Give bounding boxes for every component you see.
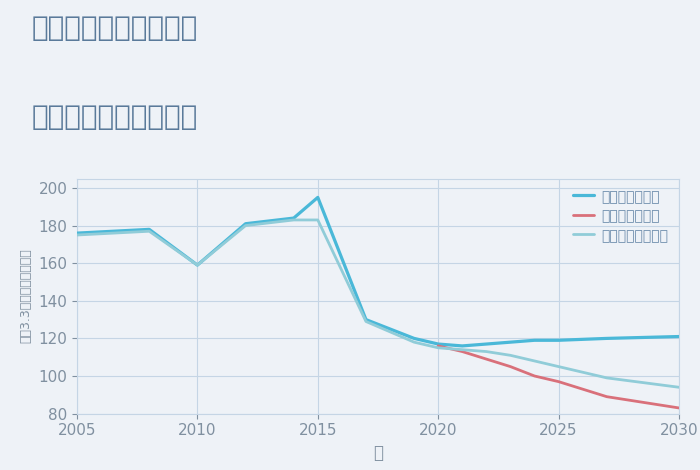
X-axis label: 年: 年 — [373, 444, 383, 462]
Text: 兵庫県西宮市西宮浜の: 兵庫県西宮市西宮浜の — [32, 14, 197, 42]
Y-axis label: 坪（3.3㎡）単価（万円）: 坪（3.3㎡）単価（万円） — [20, 249, 33, 344]
Text: 中古戸建ての価格推移: 中古戸建ての価格推移 — [32, 103, 197, 132]
Legend: グッドシナリオ, バッドシナリオ, ノーマルシナリオ: グッドシナリオ, バッドシナリオ, ノーマルシナリオ — [569, 186, 672, 247]
